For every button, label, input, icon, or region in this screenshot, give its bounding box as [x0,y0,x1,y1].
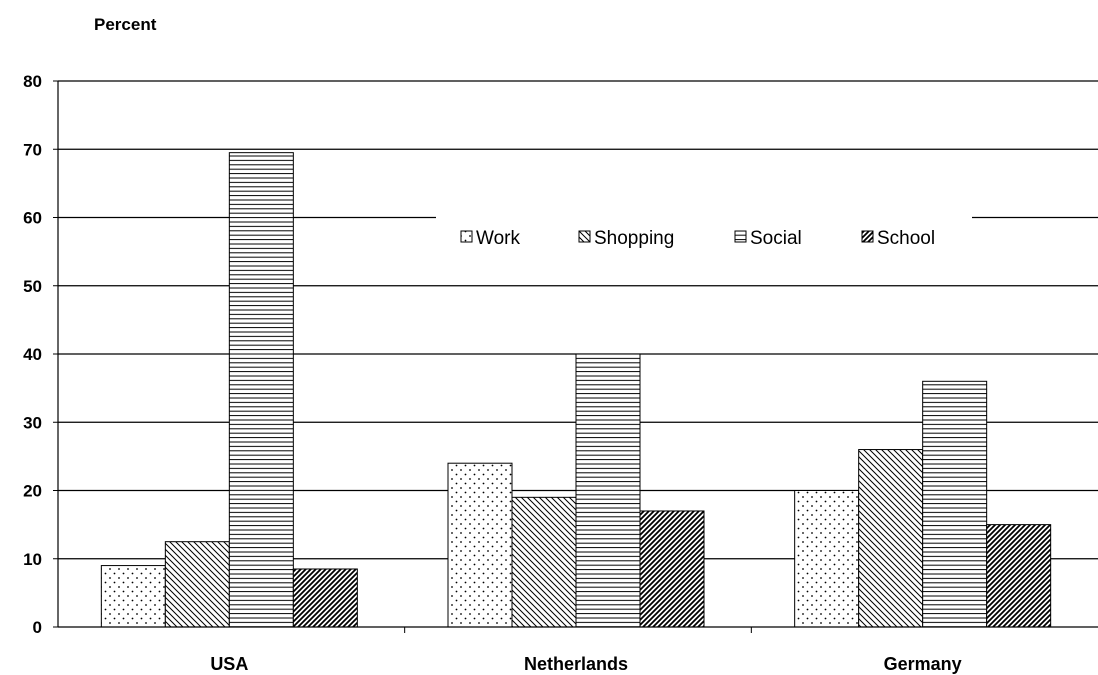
legend-swatch-work [460,230,473,243]
legend-label-social: Social [750,228,802,249]
bar-germany-shopping [858,449,924,628]
bar-germany-school [986,524,1052,628]
bars [100,152,1052,628]
bar-netherlands-social [575,353,641,628]
bar-netherlands-school [639,510,705,628]
y-tick-label-0: 0 [33,618,42,637]
legend-label-shopping: Shopping [594,228,674,249]
bar-netherlands-work [447,462,513,628]
bar-usa-social [228,152,294,628]
bar-germany-work [794,490,860,628]
y-tick-label-70: 70 [23,140,42,159]
bar-usa-work [100,565,166,628]
legend-swatch-shopping [578,230,591,243]
legend-swatch-school [861,230,874,243]
y-tick-label-80: 80 [23,72,42,91]
legend: Work Shopping Social School [460,228,935,249]
legend-label-school: School [877,228,935,249]
bar-netherlands-shopping [511,496,577,628]
bar-usa-school [292,568,358,628]
y-tick-label-30: 30 [23,413,42,432]
bar-usa-shopping [164,541,230,628]
x-category-label-usa: USA [210,654,248,674]
y-axis-title: Percent [94,15,157,34]
category-labels: USA Netherlands Germany [210,654,961,674]
x-category-label-germany: Germany [884,654,962,674]
legend-label-work: Work [476,228,520,249]
y-tick-label-40: 40 [23,345,42,364]
y-tick-label-60: 60 [23,209,42,228]
y-axis-ticks: 0 10 20 30 40 50 60 70 80 [23,72,58,637]
legend-swatch-social [734,230,747,243]
axes [57,81,1098,633]
y-tick-label-10: 10 [23,550,42,569]
bar-germany-social [922,380,988,628]
y-tick-label-20: 20 [23,482,42,501]
y-tick-label-50: 50 [23,277,42,296]
x-category-label-netherlands: Netherlands [524,654,628,674]
